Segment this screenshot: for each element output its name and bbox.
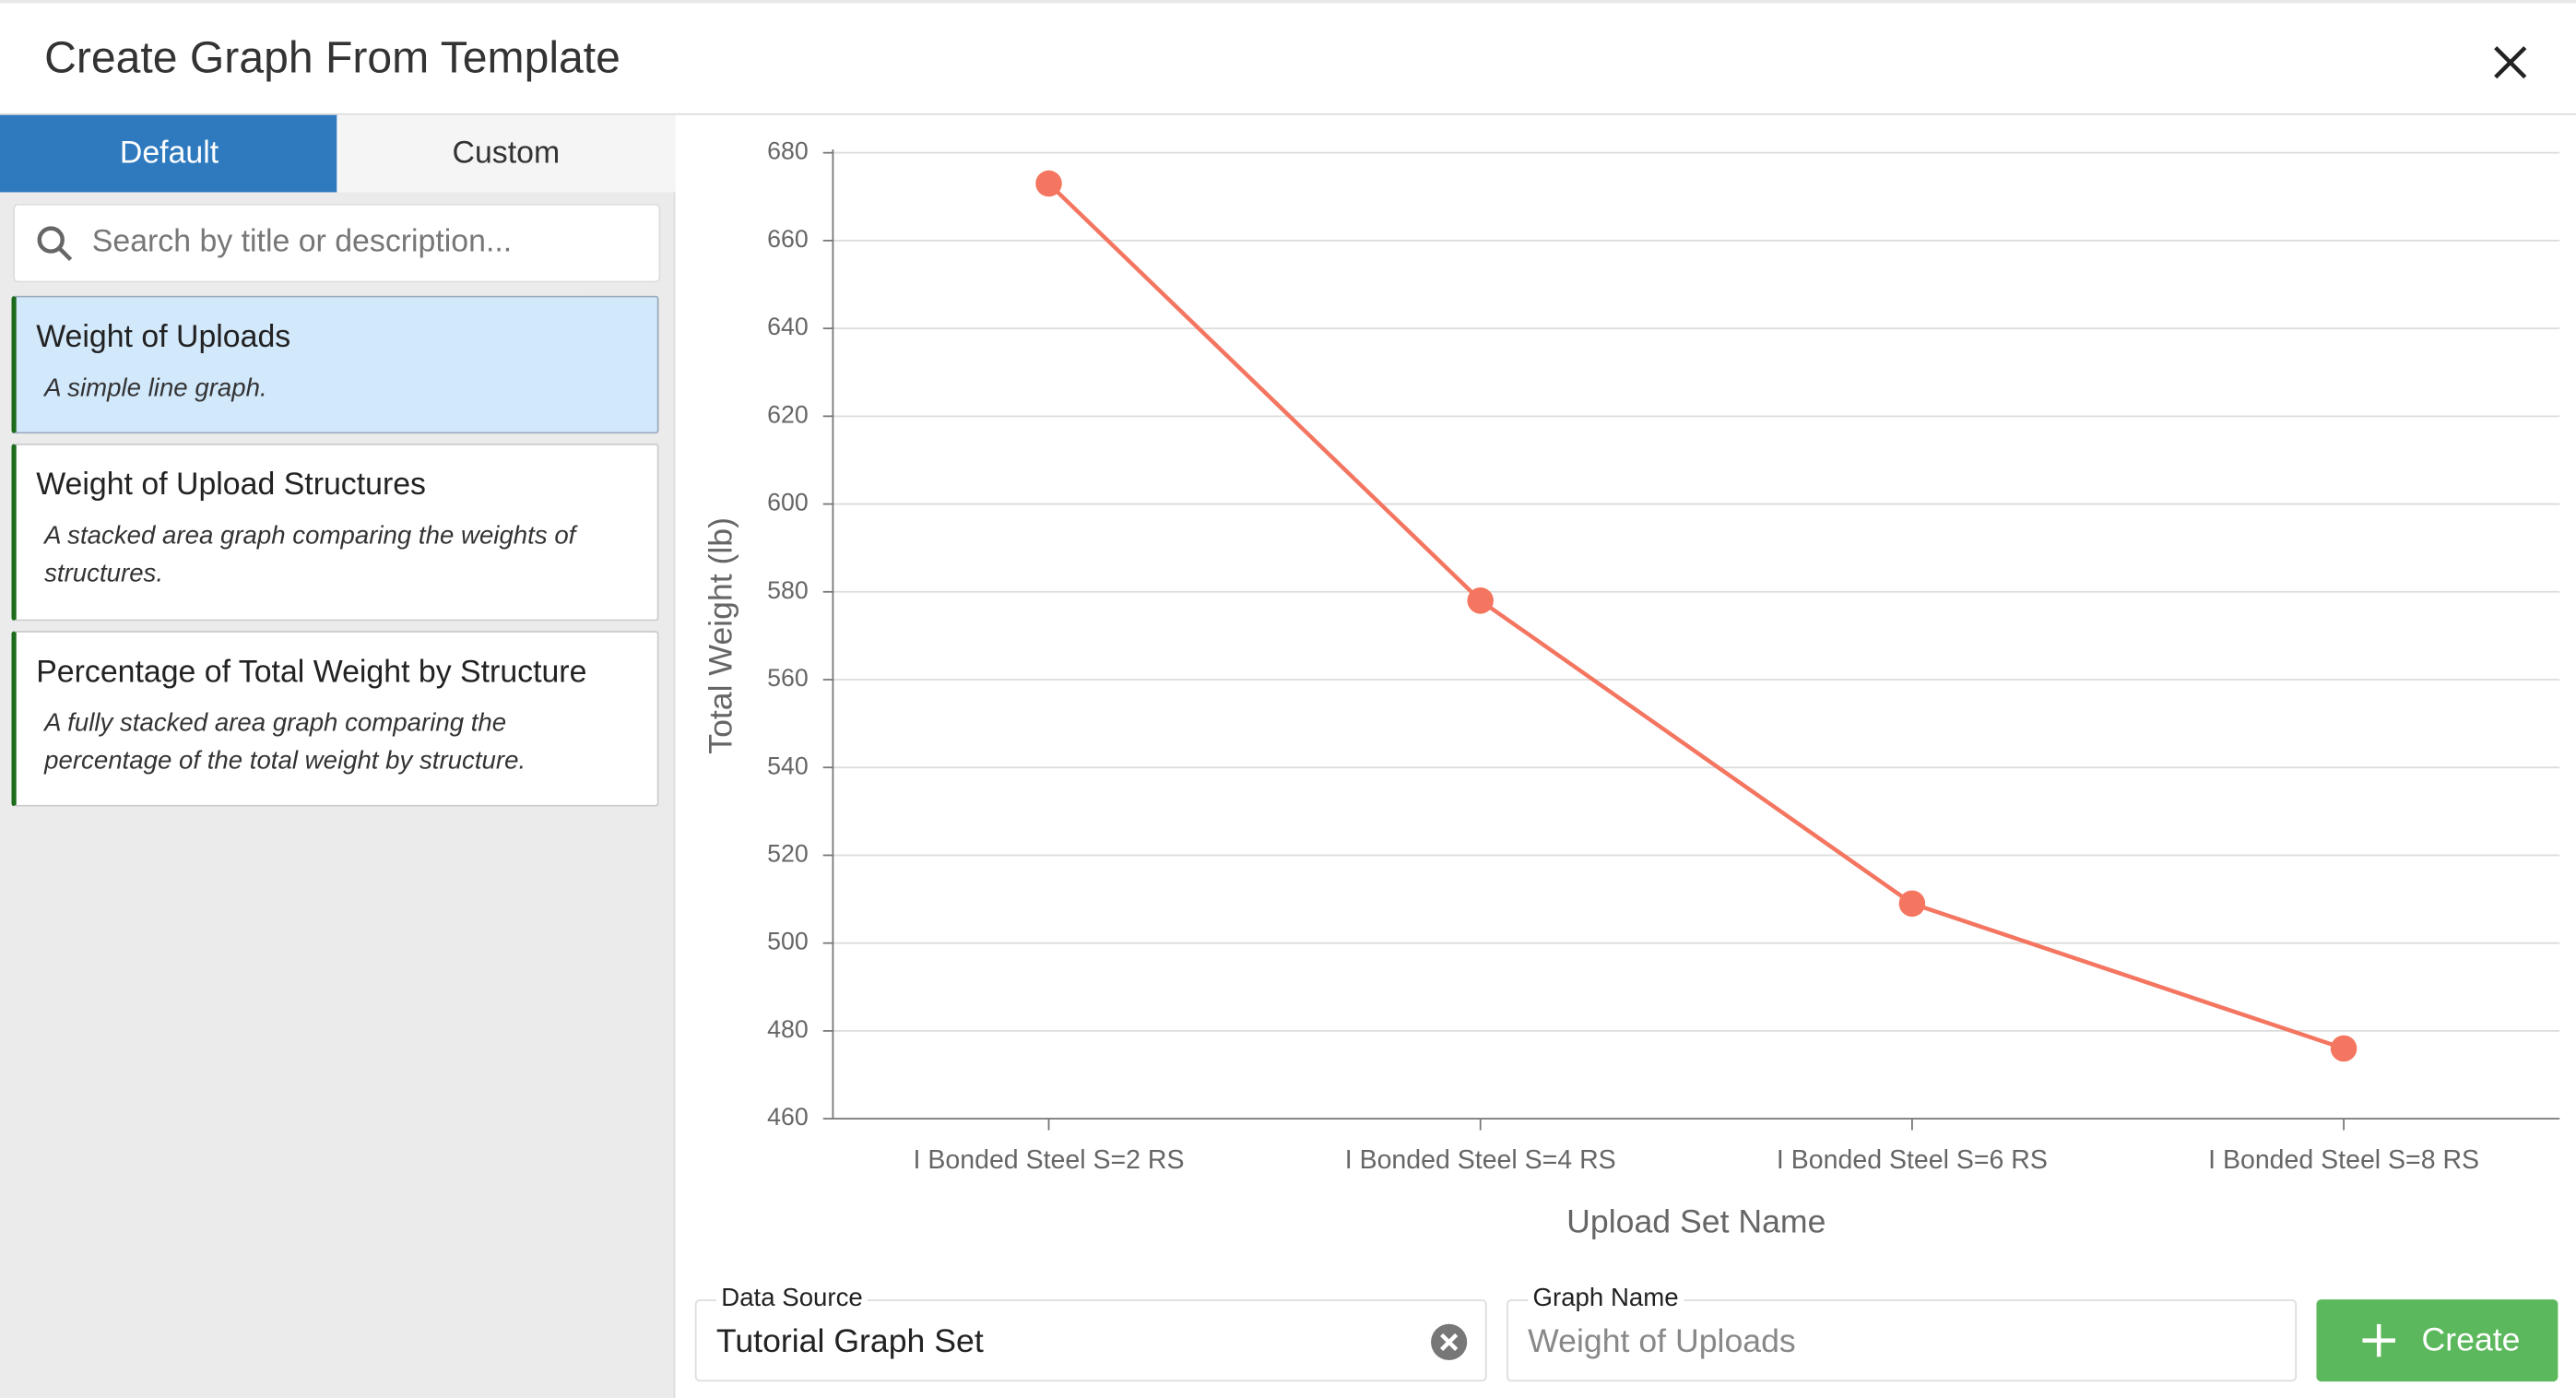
template-description: A stacked area graph comparing the weigh… [44,522,576,588]
x-axis-title: Upload Set Name [1566,1203,1826,1240]
template-description: A simple line graph. [44,374,267,403]
field-label: Graph Name [1528,1285,1684,1315]
template-card[interactable]: Percentage of Total Weight by Structure … [11,631,659,807]
y-tick-label: 540 [767,752,809,779]
field-label: Data Source [715,1285,869,1315]
template-panel: Default Custom Search by title or descri… [0,114,676,1398]
template-card[interactable]: Weight of Upload Structures A stacked ar… [11,443,659,622]
dialog-header: Create Graph From Template [0,0,2576,115]
clear-button[interactable] [1429,1322,1469,1362]
template-title: Weight of Upload Structures [36,468,427,504]
data-point [1467,587,1494,614]
data-point [1035,170,1062,197]
y-tick-label: 640 [767,313,809,340]
y-tick-label: 520 [767,840,809,868]
y-tick-label: 500 [767,928,809,955]
dialog-title: Create Graph From Template [44,32,620,83]
chart: 460 480 500 520 540 560 580 600 620 640 660 680 Tota… [702,137,2560,1240]
create-button[interactable]: Create [2316,1299,2558,1382]
x-tick-label: I Bonded Steel S=4 RS [1345,1145,1616,1175]
x-tick-label: I Bonded Steel S=6 RS [1777,1145,2048,1175]
y-tick-label: 480 [767,1015,809,1043]
graph-name-field[interactable]: Graph Name Weight of Uploads [1507,1285,2298,1382]
plus-icon [2362,1323,2396,1357]
search-icon [37,226,73,262]
data-line [1046,182,2345,1051]
template-title: Percentage of Total Weight by Structure [36,655,587,691]
y-tick-label: 560 [767,664,809,692]
template-title: Weight of Uploads [36,320,291,355]
data-point [2330,1035,2357,1062]
close-button[interactable] [2490,42,2530,82]
x-tick-label: I Bonded Steel S=2 RS [914,1145,1185,1175]
field-placeholder: Weight of Uploads [1528,1323,1796,1360]
search-box[interactable]: Search by title or description... [13,203,661,283]
tab[interactable]: Default [0,114,339,193]
data-point [1898,890,1926,918]
y-axis-title: Total Weight (lb) [702,517,739,754]
button-label: Create [2421,1322,2521,1359]
search-placeholder: Search by title or description... [91,225,513,260]
y-tick-label: 600 [767,489,809,516]
y-tick-label: 680 [767,137,809,165]
y-tick-label: 580 [767,576,809,604]
y-tick-label: 620 [767,400,809,428]
tab[interactable]: Custom [337,114,676,193]
y-tick-label: 460 [767,1103,809,1131]
field-value: Tutorial Graph Set [715,1323,984,1360]
template-card[interactable]: Weight of Uploads A simple line graph. [11,295,659,434]
y-tick-label: 660 [767,225,809,253]
data-source-field[interactable]: Data Source Tutorial Graph Set [694,1285,1487,1382]
x-tick-label: I Bonded Steel S=8 RS [2208,1145,2479,1175]
template-description: A fully stacked area graph comparing the… [44,709,526,776]
